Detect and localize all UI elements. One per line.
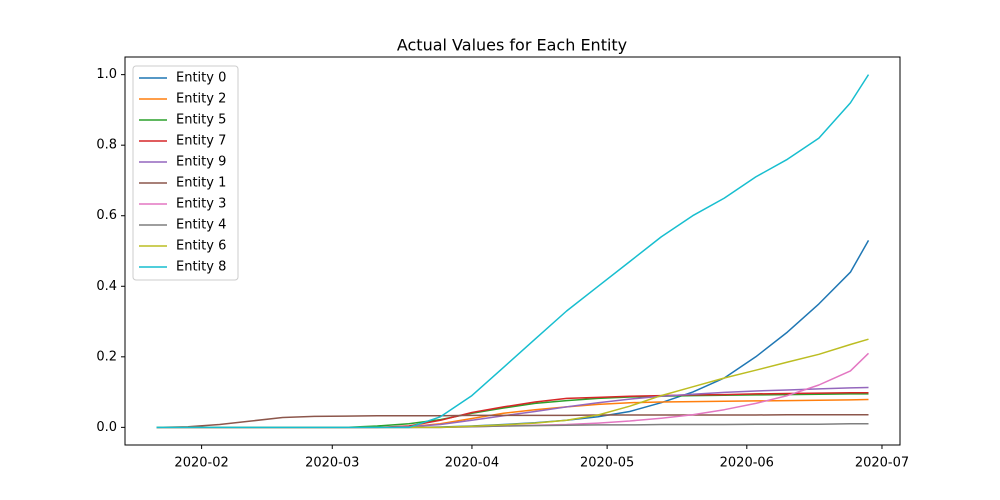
x-tick-label: 2020-02 bbox=[174, 456, 228, 471]
x-tick-label: 2020-03 bbox=[305, 456, 359, 471]
legend-label: Entity 0 bbox=[176, 71, 226, 86]
x-tick-label: 2020-05 bbox=[580, 456, 634, 471]
x-tick-label: 2020-06 bbox=[720, 456, 774, 471]
series-line bbox=[156, 74, 870, 429]
series-line bbox=[156, 413, 869, 429]
chart-title: Actual Values for Each Entity bbox=[397, 36, 627, 55]
y-tick-label: 0.2 bbox=[96, 349, 117, 364]
y-tick-label: 0.4 bbox=[96, 279, 117, 294]
legend-label: Entity 8 bbox=[176, 260, 226, 275]
x-tick-label: 2020-04 bbox=[445, 456, 499, 471]
y-tick-label: 0.6 bbox=[96, 208, 117, 223]
legend-label: Entity 7 bbox=[176, 134, 226, 149]
legend-label: Entity 9 bbox=[176, 155, 226, 170]
legend-label: Entity 2 bbox=[176, 92, 226, 107]
y-tick-label: 0.0 bbox=[96, 420, 117, 435]
legend-label: Entity 3 bbox=[176, 197, 226, 212]
y-tick-label: 0.8 bbox=[96, 138, 117, 153]
y-tick-label: 1.0 bbox=[96, 67, 117, 82]
plot-frame bbox=[124, 56, 901, 446]
legend-label: Entity 6 bbox=[176, 239, 226, 254]
legend-label: Entity 5 bbox=[176, 113, 226, 128]
x-tick-label: 2020-07 bbox=[855, 456, 909, 471]
legend-label: Entity 4 bbox=[176, 218, 226, 233]
legend-label: Entity 1 bbox=[176, 176, 226, 191]
